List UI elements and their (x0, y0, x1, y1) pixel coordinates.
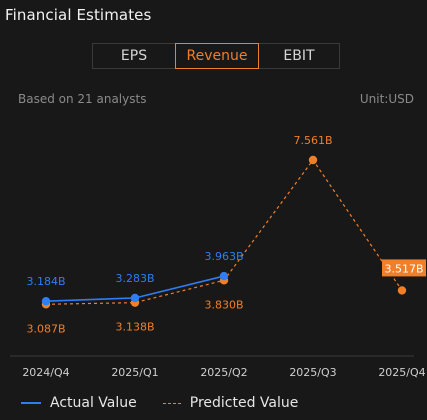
tab-ebit[interactable]: EBIT (283, 48, 315, 64)
actual-point (219, 271, 229, 281)
predicted-point (397, 286, 407, 295)
predicted-point (308, 155, 318, 165)
highlighted-label-box (382, 259, 426, 277)
panel-title: Financial Estimates (5, 6, 152, 24)
x-tick-label: 2025/Q3 (289, 366, 336, 379)
predicted-data-label: 3.087B (26, 322, 65, 335)
tab-eps[interactable]: EPS (120, 48, 148, 64)
actual-data-label: 3.184B (26, 275, 65, 288)
unit-text: Unit:USD (359, 92, 414, 106)
legend-predicted-swatch (162, 402, 181, 404)
legend-actual-label: Actual Value (50, 395, 137, 411)
analyst-count-text: Based on 21 analysts (18, 92, 147, 106)
legend-predicted[interactable]: Predicted Value (162, 395, 299, 411)
actual-data-label: 3.283B (115, 272, 154, 285)
predicted-data-label: 3.517B (384, 262, 423, 275)
chart-legend: Actual Value Predicted Value (21, 395, 324, 411)
tab-revenue[interactable]: Revenue (175, 43, 259, 69)
axis-layer: 2024/Q4 2025/Q1 2025/Q2 2025/Q3 2025/Q4 (10, 355, 426, 379)
labels-layer: 3.184B 3.283B 3.963B 3.087B 3.138B 3.830B 7.56… (26, 134, 426, 335)
x-tick-label: 2025/Q1 (111, 366, 158, 379)
revenue-chart: 2024/Q4 2025/Q1 2025/Q2 2025/Q3 2025/Q4 3.18… (10, 134, 426, 379)
metric-tabs: EPS Revenue EBIT (92, 43, 340, 69)
predicted-data-label: 7.561B (293, 134, 332, 147)
predicted-data-label: 3.830B (204, 298, 243, 311)
x-tick-label: 2025/Q4 (378, 366, 425, 379)
x-tick-label: 2025/Q2 (200, 366, 247, 379)
actual-point (41, 296, 51, 306)
legend-predicted-label: Predicted Value (189, 395, 299, 411)
actual-data-label: 3.963B (204, 250, 243, 263)
points-layer (41, 155, 407, 309)
actual-point (130, 293, 140, 303)
x-tick-label: 2024/Q4 (22, 366, 69, 379)
legend-actual[interactable]: Actual Value (21, 395, 137, 411)
legend-actual-swatch (21, 402, 41, 404)
predicted-data-label: 3.138B (115, 321, 154, 334)
